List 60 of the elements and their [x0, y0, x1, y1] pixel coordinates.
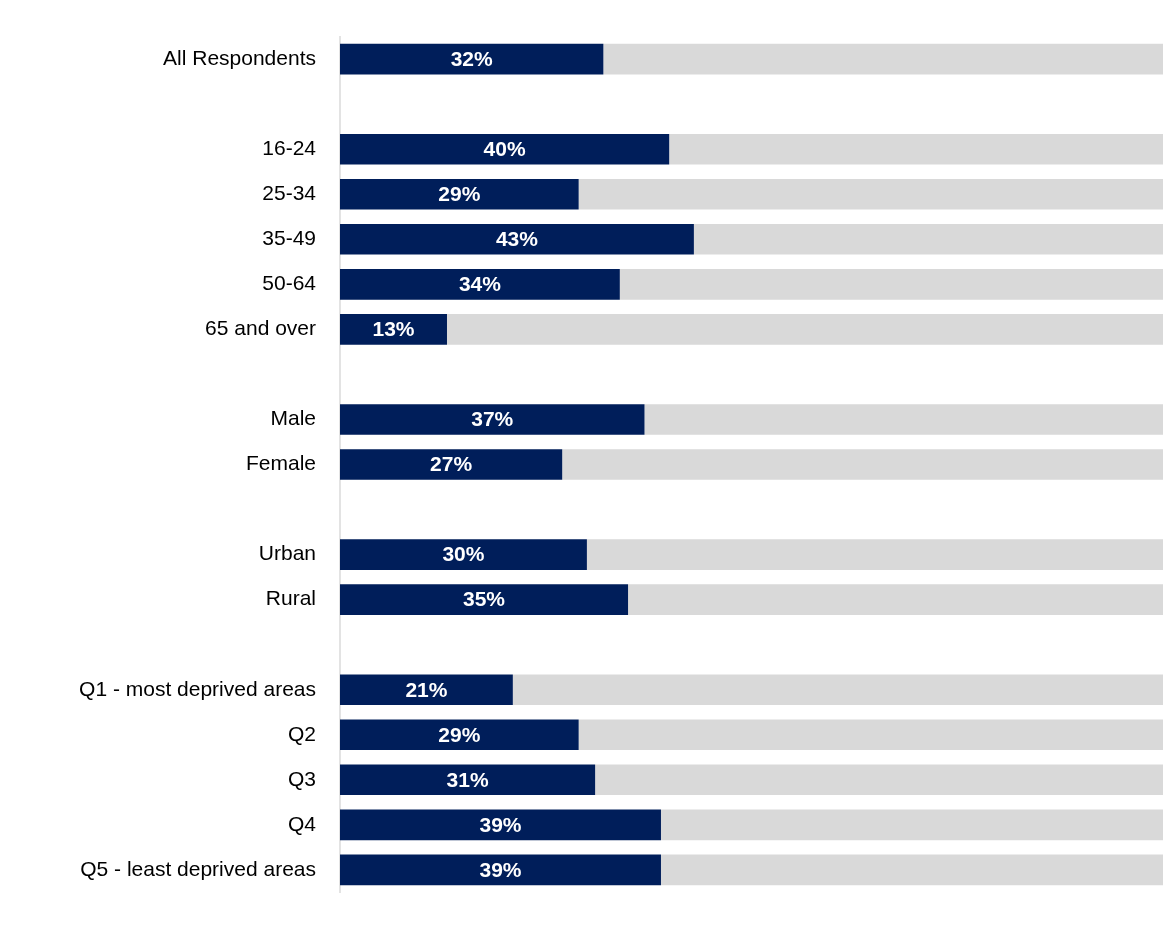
bar: [340, 854, 661, 886]
y-tick-label: Rural: [265, 586, 316, 610]
bar: [693, 223, 1163, 255]
y-tick-label: 35-49: [262, 226, 316, 250]
bar: [340, 674, 513, 706]
bar: [619, 269, 1163, 300]
bar: [340, 539, 587, 570]
data-label: 35%: [463, 587, 506, 611]
y-tick-label: 16-24: [262, 136, 317, 159]
bar: [595, 764, 1163, 796]
y-tick-label: Q4: [287, 811, 317, 835]
bar: [562, 449, 1163, 480]
data-label: 29%: [438, 182, 481, 206]
bar: [340, 404, 645, 435]
y-tick-label: Q1 - most deprived areas: [79, 676, 316, 700]
data-label: 29%: [438, 722, 481, 746]
bar: [340, 223, 694, 255]
y-tick-label: Female: [245, 451, 316, 475]
y-tick-label: Q5 - least deprived areas: [80, 856, 316, 880]
bar: [669, 133, 1163, 165]
data-label: 27%: [430, 452, 473, 476]
data-label: 13%: [372, 317, 415, 341]
bar: [340, 719, 579, 751]
bar: [340, 133, 670, 165]
bar: [628, 584, 1163, 615]
y-tick-label: All Respondents: [163, 45, 316, 69]
bar: [660, 854, 1163, 886]
bar: [340, 764, 596, 796]
y-tick-label: Q3: [287, 766, 316, 790]
y-tick-label: 25-34: [262, 181, 317, 205]
data-label: 39%: [479, 812, 522, 836]
data-label: 32%: [450, 46, 494, 70]
bar: [512, 674, 1163, 706]
bar: [644, 404, 1163, 435]
bar: [340, 269, 620, 300]
bar: [340, 314, 447, 345]
y-tick-label: Urban: [258, 541, 316, 565]
bar: [586, 539, 1163, 570]
data-label: 30%: [442, 542, 485, 566]
y-tick-label: Male: [270, 406, 316, 430]
bar: [578, 719, 1163, 751]
bar: [340, 584, 629, 615]
bar: [340, 809, 661, 841]
y-tick-label: 65 and over: [205, 316, 316, 340]
bar: [660, 809, 1163, 841]
bar: [340, 449, 563, 480]
data-label: 39%: [479, 857, 522, 881]
data-label: 40%: [483, 137, 526, 160]
bar: [340, 43, 604, 75]
data-label: 31%: [446, 767, 489, 791]
data-label: 21%: [405, 677, 448, 701]
bar: [446, 314, 1163, 345]
bar: [340, 178, 579, 210]
bar: [603, 43, 1163, 75]
data-label: 37%: [471, 407, 514, 431]
bar: [578, 178, 1163, 210]
y-tick-label: Q2: [287, 721, 316, 745]
data-label: 43%: [495, 227, 539, 251]
data-label: 34%: [458, 272, 502, 296]
y-tick-label: 50-64: [262, 271, 317, 295]
